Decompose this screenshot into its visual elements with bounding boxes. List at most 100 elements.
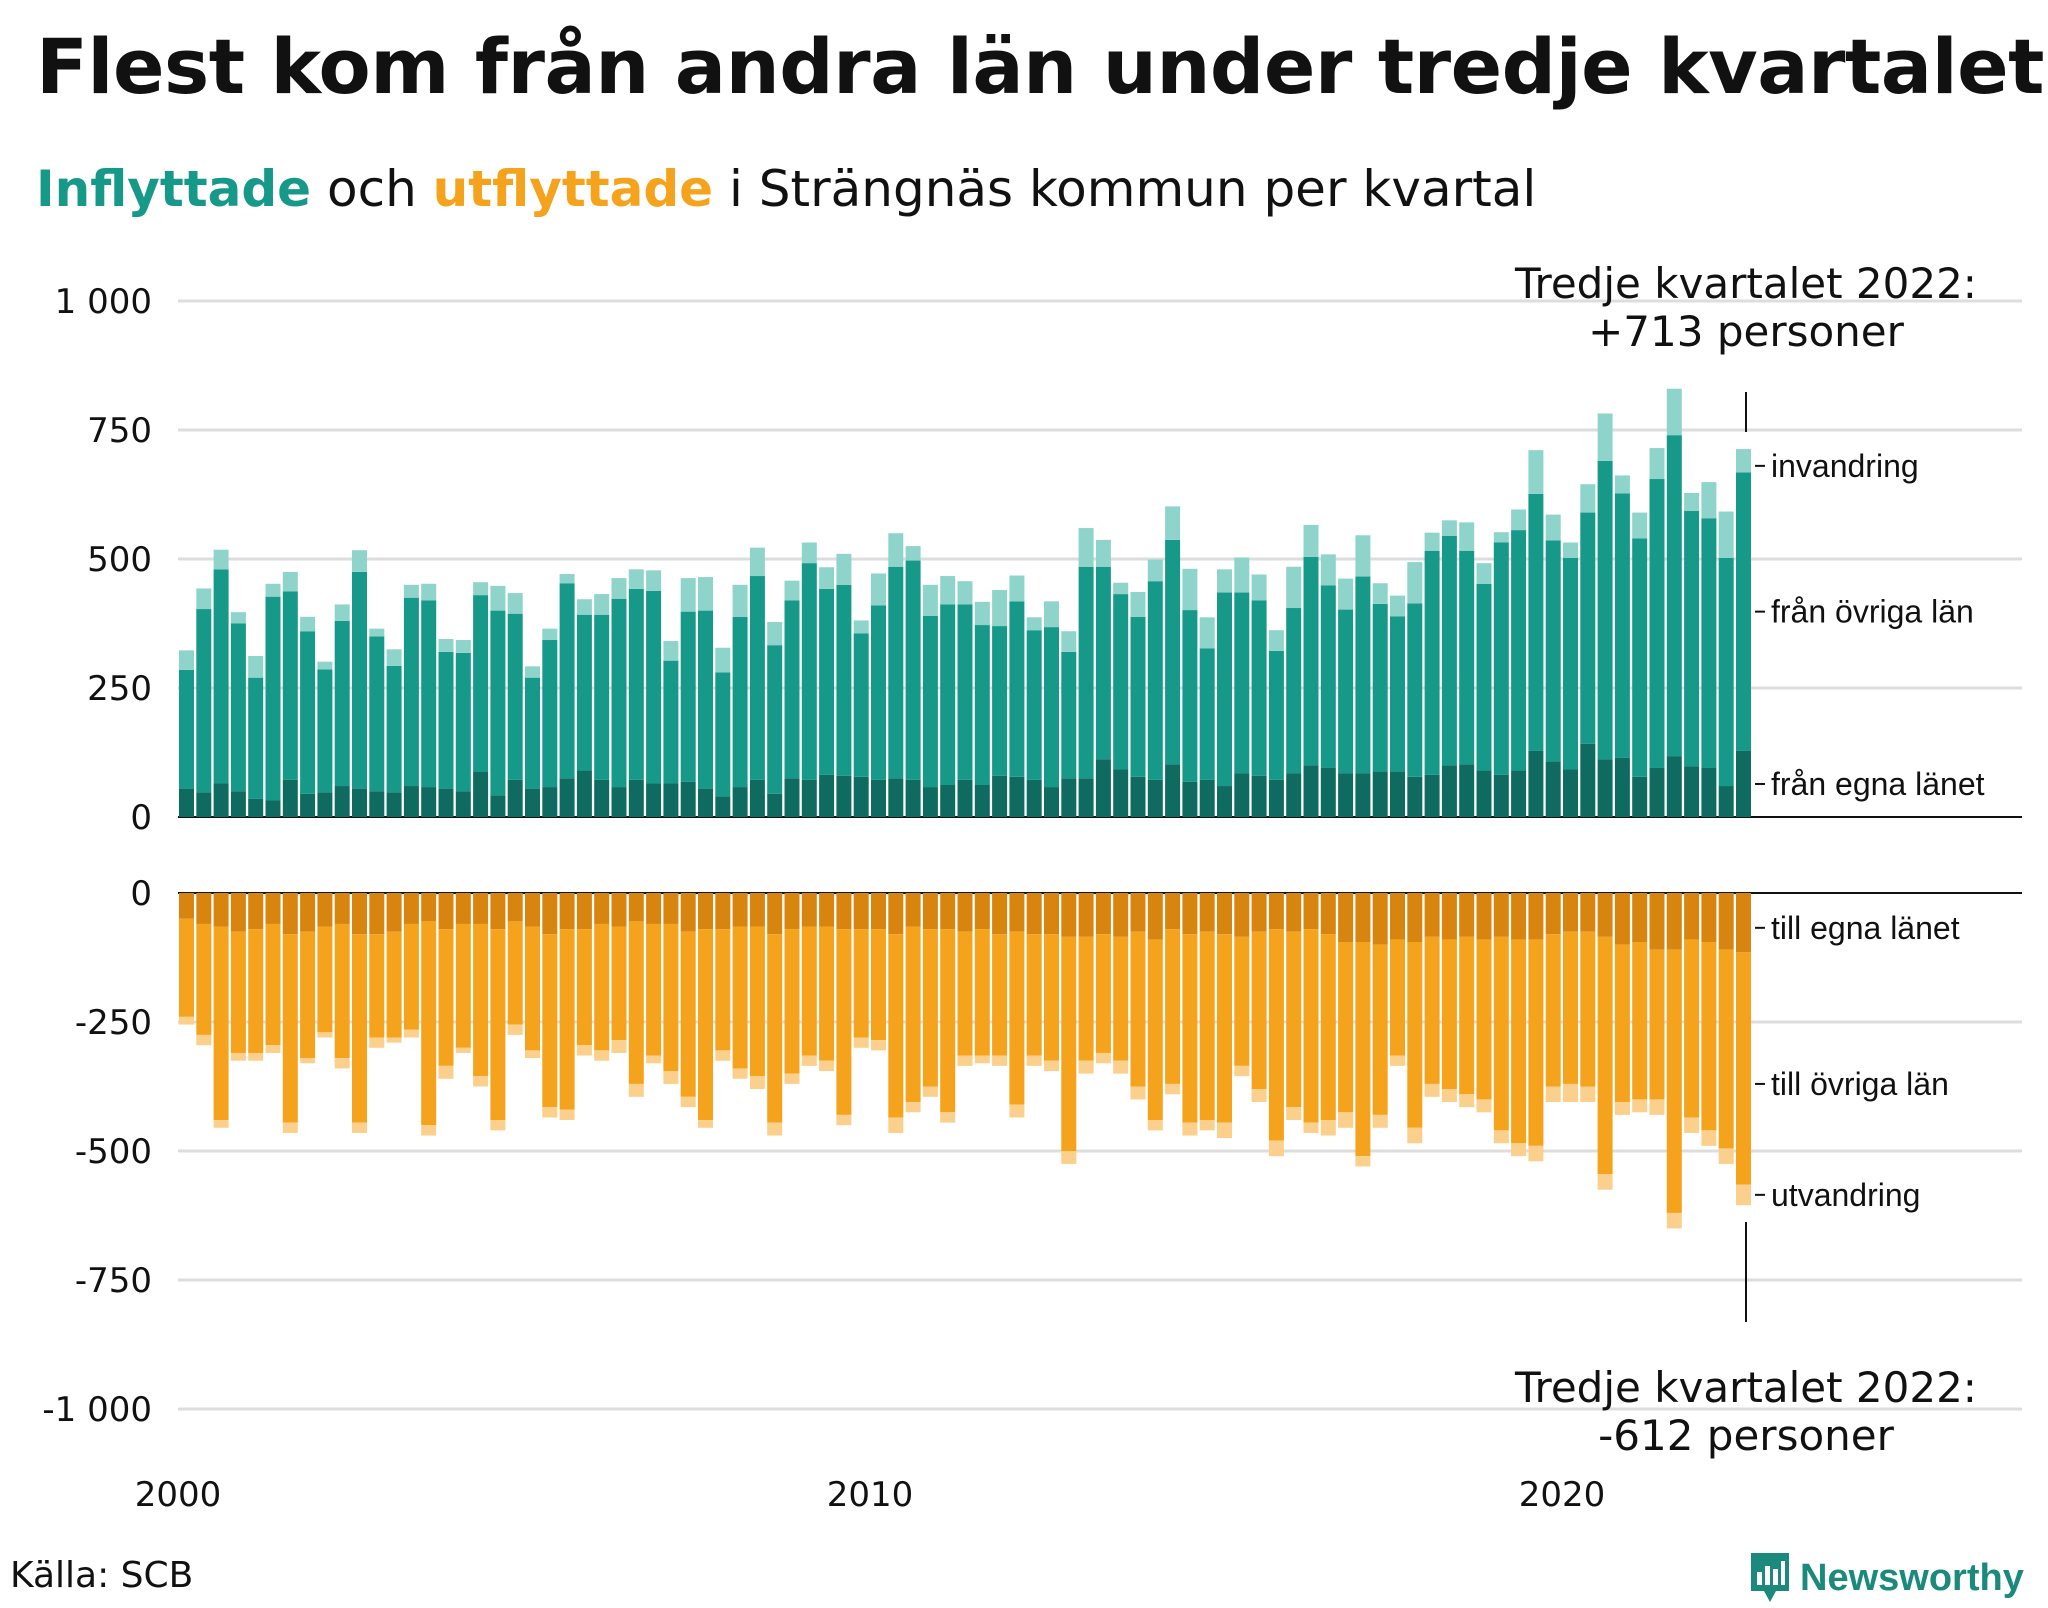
inflow-bar-other (1251, 600, 1267, 776)
outflow-bar-own (455, 893, 471, 924)
outflow-bar-emigration (1303, 1122, 1319, 1133)
outflow-bar-own (1441, 893, 1457, 940)
outflow-bar-emigration (438, 1065, 454, 1079)
inflow-bar-own (801, 779, 817, 817)
top-y-axis-ticks: 1 000 750 500 250 0 (55, 282, 152, 838)
bar-chart-logo-icon (1751, 1553, 1789, 1602)
inflow-bar-own (767, 793, 783, 817)
outflow-bar-emigration (715, 1050, 731, 1061)
inflow-bar-immigration (542, 628, 558, 641)
outflow-bar-emigration (1199, 1120, 1215, 1131)
subtitle-utflyttade: utflyttade (432, 160, 714, 218)
inflow-bar-own (1597, 759, 1613, 817)
outflow-bar-own (1234, 893, 1250, 937)
inflow-bar-other (1165, 539, 1181, 765)
outflow-bar-emigration (403, 1029, 419, 1038)
outflow-bar-own (403, 893, 419, 924)
inflow-bar-own (421, 787, 437, 817)
outflow-bar-own (1476, 893, 1492, 940)
inflow-bar-other (628, 588, 644, 780)
outflow-bar-other (1528, 939, 1544, 1146)
inflow-bar-immigration (196, 588, 212, 610)
inflow-bar-other (1199, 648, 1215, 780)
inflow-bar-own (1355, 773, 1371, 817)
inflow-bar-other (525, 677, 540, 789)
inflow-bar-other (352, 571, 367, 789)
outflow-bar-emigration (1355, 1156, 1371, 1167)
inflow-bar-other (1597, 460, 1613, 760)
inflow-bar-immigration (1165, 506, 1181, 540)
outflow-bar-emigration (386, 1037, 402, 1043)
chart-title: Flest kom från andra län under tredje kv… (36, 22, 2045, 111)
outflow-bar-other (507, 921, 523, 1025)
outflow-bar-emigration (1563, 1083, 1578, 1102)
outflow-bar-emigration (680, 1096, 696, 1108)
outflow-bar-emigration (1528, 1145, 1544, 1162)
inflow-bar-immigration (1234, 557, 1250, 593)
outflow-bar-other (836, 929, 852, 1115)
bottom-y-axis-ticks: 0 -250 -500 -750 -1 000 (42, 874, 152, 1430)
inflow-bar-own (905, 779, 921, 817)
y-tick-label: -250 (75, 1003, 152, 1043)
outflow-bar-other (1234, 936, 1250, 1066)
outflow-bar-own (819, 893, 835, 927)
inflow-bar-other (455, 652, 471, 792)
inflow-bar-other (940, 604, 956, 786)
outflow-bar-own (1199, 893, 1215, 932)
outflow-bar-emigration (1632, 1099, 1648, 1113)
inflow-bar-own (611, 787, 627, 817)
inflow-bar-immigration (525, 666, 540, 678)
outflow-bar-own (213, 893, 229, 927)
y-tick-label: -750 (75, 1261, 152, 1301)
outflow-bar-other (334, 923, 350, 1059)
outflow-bar-other (819, 926, 835, 1061)
outflow-bar-emigration (1026, 1055, 1042, 1066)
inflow-bar-own (179, 788, 194, 817)
inflow-bar-other (265, 596, 281, 801)
outflow-bar-own (853, 893, 869, 930)
inflow-bar-own (1303, 765, 1319, 817)
outflow-bars (179, 893, 1751, 1229)
outflow-bar-own (1684, 893, 1700, 940)
newsworthy-logo: Newsworthy (1748, 1548, 2024, 1608)
outflow-bar-other (1199, 931, 1215, 1121)
inflow-bar-own (853, 776, 869, 817)
outflow-bar-own (1078, 893, 1094, 937)
inflow-bar-immigration (248, 656, 264, 678)
inflow-bar-immigration (1390, 595, 1405, 617)
inflow-bar-own (265, 800, 281, 817)
outflow-bar-own (1338, 893, 1354, 943)
inflow-bar-immigration (801, 542, 817, 564)
inflow-bar-immigration (680, 578, 696, 612)
inflow-bar-other (230, 623, 246, 792)
outflow-bar-other (1614, 944, 1630, 1102)
outflow-bar-own (230, 893, 246, 932)
outflow-bar-own (992, 893, 1008, 935)
inflow-bar-immigration (334, 604, 350, 621)
annotation-bottom-line2: -612 personer (1598, 1411, 1894, 1460)
outflow-bar-emigration (1614, 1101, 1630, 1115)
outflow-bar-own (1303, 893, 1319, 930)
outflow-bar-own (282, 893, 298, 935)
inflow-bar-immigration (922, 584, 938, 616)
outflow-bar-own (974, 893, 990, 930)
inflow-bar-own (1563, 769, 1578, 817)
outflow-bar-other (940, 929, 956, 1113)
inflow-bar-own (1441, 765, 1457, 817)
inflow-bar-own (1286, 773, 1302, 817)
outflow-bar-other (1476, 939, 1492, 1100)
outflow-bar-other (1580, 931, 1596, 1087)
outflow-bar-other (369, 934, 385, 1038)
subtitle-och: och (311, 160, 433, 218)
inflow-bar-own (594, 779, 610, 817)
inflow-bar-immigration (438, 638, 454, 652)
outflow-bar-emigration (507, 1024, 523, 1035)
inflow-bar-immigration (1303, 524, 1319, 557)
category-label-emigration: utvandring (1771, 1177, 1920, 1213)
outflow-bar-other (1597, 936, 1613, 1175)
y-tick-label: -1 000 (42, 1390, 152, 1430)
outflow-bar-own (1614, 893, 1630, 945)
outflow-bar-own (473, 893, 489, 924)
inflow-bar-immigration (1251, 574, 1267, 601)
outflow-bar-emigration (455, 1047, 471, 1053)
